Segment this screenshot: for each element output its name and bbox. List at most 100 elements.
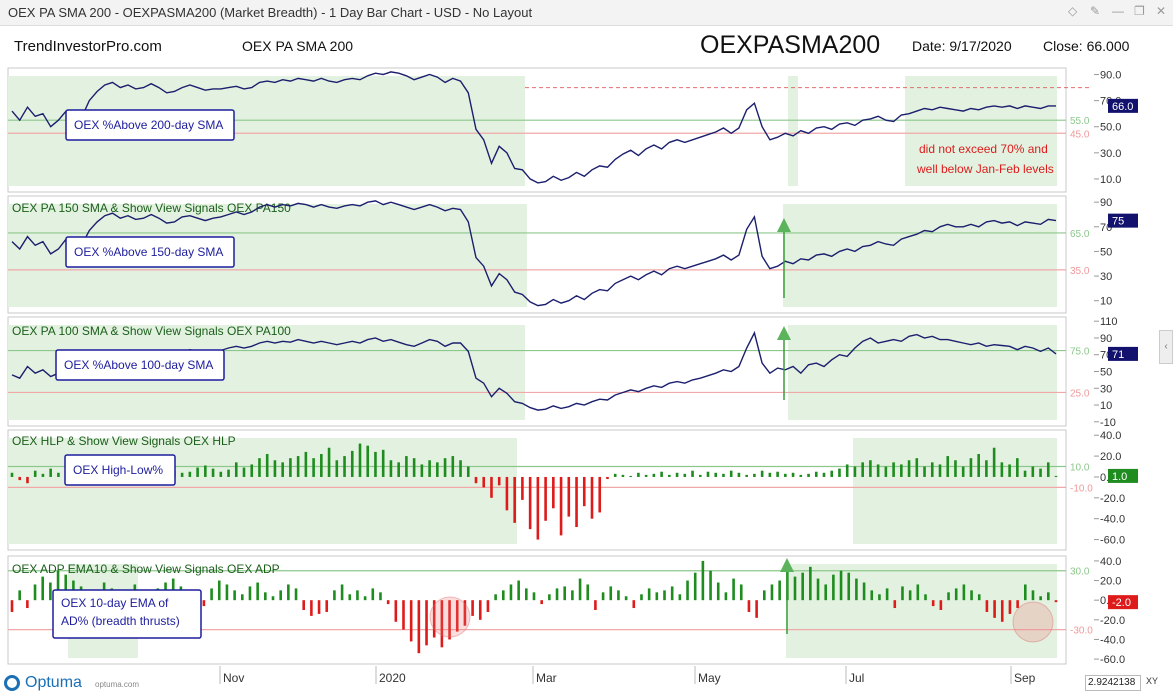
bar xyxy=(234,462,238,477)
panel-title: OEX PA 100 SMA & Show View Signals OEX P… xyxy=(12,324,291,338)
series-label-text: OEX %Above 150-day SMA xyxy=(74,245,223,259)
bar xyxy=(210,588,213,601)
bar xyxy=(248,586,252,601)
bar xyxy=(1000,600,1004,622)
bar xyxy=(455,600,459,632)
bar xyxy=(1023,584,1027,601)
bar xyxy=(701,560,705,601)
bar xyxy=(644,474,648,477)
close-icon[interactable]: ✕ xyxy=(1156,4,1167,18)
bar xyxy=(1039,468,1042,477)
chart-name: OEX PA SMA 200 xyxy=(242,38,354,54)
bar xyxy=(1054,600,1058,603)
bar xyxy=(211,468,215,477)
bar xyxy=(240,594,244,601)
bar xyxy=(885,588,889,601)
bar xyxy=(617,590,620,601)
y-tick-label: 90 xyxy=(1100,333,1112,345)
bar xyxy=(729,470,733,477)
xy-toggle[interactable]: XY xyxy=(1146,676,1159,686)
pin-icon[interactable]: ✎ xyxy=(1090,4,1101,18)
bar xyxy=(281,462,284,477)
bar xyxy=(1031,590,1035,601)
bar xyxy=(289,458,292,477)
bar xyxy=(663,590,666,601)
bar xyxy=(969,458,973,477)
bar xyxy=(317,600,321,614)
bar xyxy=(893,600,897,609)
y-tick-label: 30 xyxy=(1100,271,1112,283)
lower-level-label: 25.0 xyxy=(1070,388,1090,399)
bar xyxy=(294,588,298,601)
bar xyxy=(528,476,532,530)
bar xyxy=(1000,462,1004,477)
series-label-box xyxy=(65,236,235,268)
bar xyxy=(652,473,656,477)
bar xyxy=(358,443,362,477)
bar xyxy=(409,600,413,642)
signal-shade xyxy=(788,325,1057,420)
brand-url: optuma.com xyxy=(95,680,140,689)
x-axis-label: May xyxy=(698,671,721,685)
bar xyxy=(799,474,803,477)
last-value-tag xyxy=(1108,468,1138,483)
bar xyxy=(563,586,567,601)
bar xyxy=(56,570,60,601)
bar xyxy=(18,476,22,481)
side-panel-toggle[interactable]: ‹ xyxy=(1159,330,1173,364)
bar xyxy=(57,472,60,477)
last-value-label: 1.0 xyxy=(1112,471,1127,483)
highlight-circle xyxy=(1012,601,1054,643)
bar xyxy=(381,449,385,477)
bar xyxy=(938,464,942,477)
bar xyxy=(760,470,764,477)
last-value-label: 75 xyxy=(1112,216,1124,228)
signal-shade xyxy=(786,564,1057,658)
y-tick-label: 110 xyxy=(1100,316,1118,328)
bar xyxy=(343,456,346,477)
bar xyxy=(559,476,563,536)
y-tick-label: -40.0 xyxy=(1100,634,1125,646)
bar xyxy=(601,592,605,601)
bar xyxy=(915,458,919,477)
bar xyxy=(923,466,926,477)
series-label-box xyxy=(52,589,202,639)
restore-icon[interactable]: ❐ xyxy=(1134,4,1145,18)
bar xyxy=(907,460,911,477)
bar xyxy=(478,600,482,620)
bar xyxy=(320,454,323,477)
bar xyxy=(227,469,230,477)
panel-title: OEX HLP & Show View Signals OEX HLP xyxy=(12,434,236,448)
bar xyxy=(621,474,625,477)
bar xyxy=(327,447,331,477)
panel-frame xyxy=(7,555,1067,665)
y-tick-label: 50 xyxy=(1100,246,1112,258)
bar xyxy=(892,462,895,477)
y-tick-label: 20.0 xyxy=(1100,451,1121,463)
signal-shade xyxy=(8,438,517,544)
bar xyxy=(698,474,702,477)
bar xyxy=(870,590,874,601)
minimize-icon[interactable]: — xyxy=(1112,4,1124,18)
bar xyxy=(405,456,408,477)
series-label-box xyxy=(65,109,235,141)
panel-title: OEX ADP EMA10 & Show View Signals OEX AD… xyxy=(12,562,280,576)
x-axis-label: Nov xyxy=(223,671,244,685)
bar xyxy=(668,474,671,477)
bar xyxy=(613,473,617,477)
series-label-box xyxy=(55,349,225,381)
diamond-icon[interactable]: ◇ xyxy=(1068,4,1078,18)
bar xyxy=(180,472,184,477)
xy-readout: 2.9242138 xyxy=(1085,675,1141,691)
bar xyxy=(202,600,206,607)
bar xyxy=(900,464,903,477)
bar xyxy=(683,473,687,477)
close-label: Close: 66.000 xyxy=(1043,38,1130,54)
bar xyxy=(366,445,370,477)
bar xyxy=(954,460,957,477)
bar xyxy=(737,472,741,477)
bar xyxy=(924,594,927,601)
bar xyxy=(1047,592,1050,601)
bar xyxy=(791,472,795,477)
